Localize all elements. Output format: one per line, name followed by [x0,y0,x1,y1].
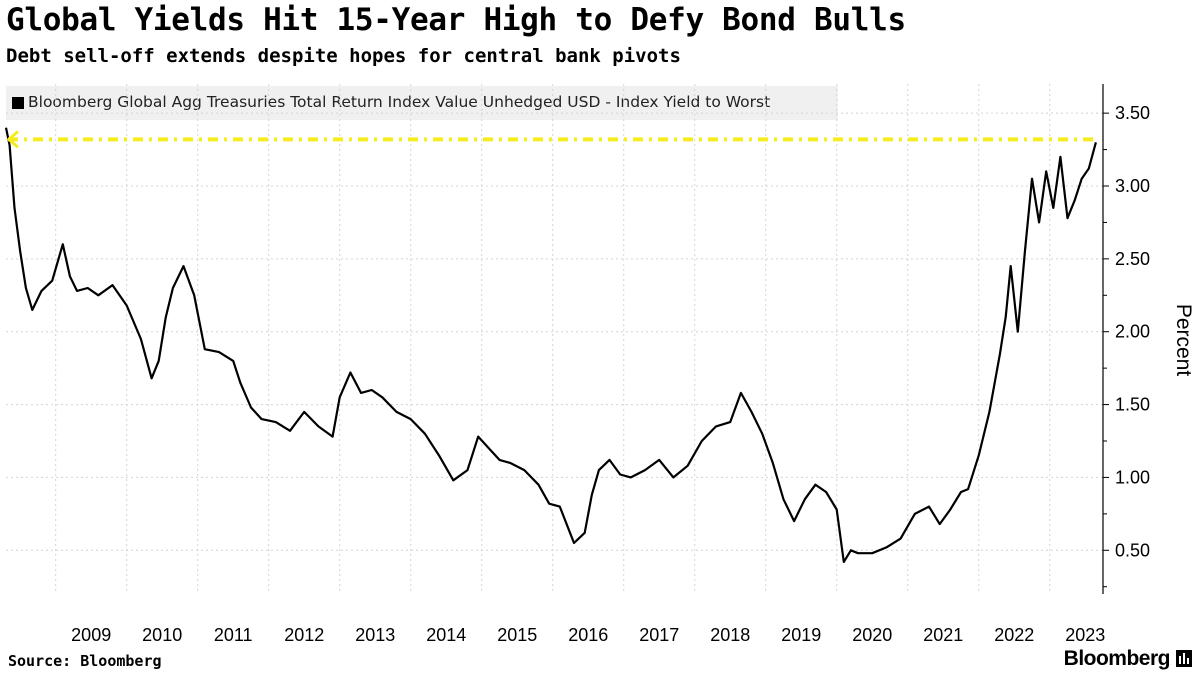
x-tick-label: 2012 [284,625,324,645]
y-tick-label: 3.00 [1115,176,1150,196]
chart-subtitle: Debt sell-off extends despite hopes for … [6,45,681,67]
y-axis-label: Percent [1172,303,1195,377]
y-tick-label: 0.50 [1115,540,1150,560]
x-tick-label: 2023 [1065,625,1105,645]
x-tick-label: 2017 [639,625,679,645]
y-axis-label-box: Percent [1168,290,1198,390]
y-axis: 0.50 1.00 1.50 2.00 2.50 3.00 3.50 [1102,84,1150,594]
brand-logo: Bloomberg [1063,647,1171,670]
gridlines [6,84,1103,594]
y-tick-label: 2.50 [1115,249,1150,269]
y-tick-label: 3.50 [1115,103,1150,123]
y-tick-label: 1.50 [1115,395,1150,415]
x-tick-label: 2015 [497,625,537,645]
series-line [4,127,1097,563]
x-tick-label: 2020 [852,625,892,645]
x-tick-label: 2011 [214,625,253,645]
bloomberg-chart-icon [1176,650,1192,667]
x-tick-label: 2014 [426,625,466,645]
x-axis: 2009 2010 2011 2012 2013 2014 2015 2016 2017 2018… [71,625,1105,645]
legend-swatch [12,97,24,109]
source-note: Source: Bloomberg [8,652,162,670]
x-tick-label: 2010 [142,625,182,645]
chart-title: Global Yields Hit 15-Year High to Defy B… [6,2,906,38]
reference-arrow-icon [6,130,19,149]
x-tick-label: 2022 [994,625,1034,645]
legend: Bloomberg Global Agg Treasuries Total Re… [6,86,838,120]
x-tick-label: 2021 [923,625,963,645]
x-tick-label: 2019 [781,625,821,645]
x-tick-label: 2009 [71,625,111,645]
legend-label: Bloomberg Global Agg Treasuries Total Re… [28,93,771,111]
y-tick-label: 2.00 [1115,322,1150,342]
x-tick-label: 2013 [355,625,395,645]
x-tick-label: 2018 [710,625,750,645]
x-tick-label: 2016 [568,625,608,645]
y-tick-label: 1.00 [1115,467,1150,487]
